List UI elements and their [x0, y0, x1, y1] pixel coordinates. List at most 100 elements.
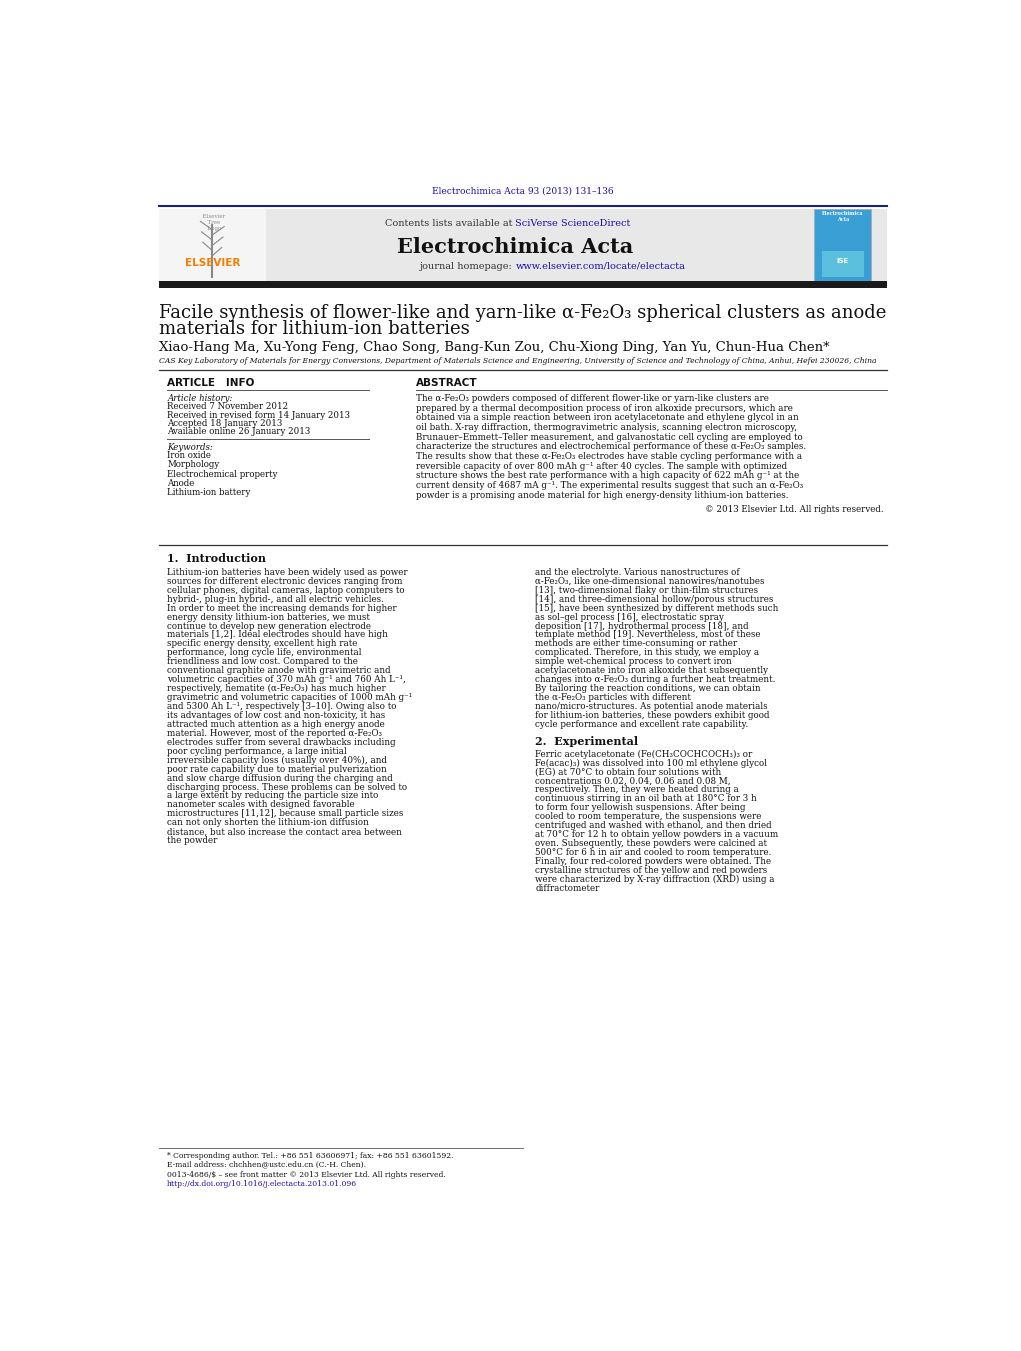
- Bar: [815, 209, 871, 282]
- Text: acetylacetonate into iron alkoxide that subsequently: acetylacetonate into iron alkoxide that …: [535, 666, 768, 676]
- Text: cellular phones, digital cameras, laptop computers to: cellular phones, digital cameras, laptop…: [167, 586, 404, 594]
- Bar: [159, 281, 887, 288]
- Text: (EG) at 70°C to obtain four solutions with: (EG) at 70°C to obtain four solutions wi…: [535, 767, 722, 777]
- Text: centrifuged and washed with ethanol, and then dried: centrifuged and washed with ethanol, and…: [535, 821, 772, 831]
- Text: http://dx.doi.org/10.1016/j.electacta.2013.01.096: http://dx.doi.org/10.1016/j.electacta.20…: [167, 1179, 357, 1188]
- Text: Brunauer–Emmett–Teller measurement, and galvanostatic cell cycling are employed : Brunauer–Emmett–Teller measurement, and …: [417, 432, 804, 442]
- Text: Electrochimica Acta 93 (2013) 131–136: Electrochimica Acta 93 (2013) 131–136: [433, 186, 614, 195]
- Text: Elsevier
  Tree
  Logo: Elsevier Tree Logo: [199, 213, 226, 231]
- Text: Iron oxide: Iron oxide: [167, 451, 211, 461]
- Text: oven. Subsequently, these powders were calcined at: oven. Subsequently, these powders were c…: [535, 839, 767, 848]
- Text: friendliness and low cost. Compared to the: friendliness and low cost. Compared to t…: [167, 658, 358, 666]
- Text: diffractometer: diffractometer: [535, 884, 599, 893]
- Text: irreversible capacity loss (usually over 40%), and: irreversible capacity loss (usually over…: [167, 755, 387, 765]
- Text: SciVerse ScienceDirect: SciVerse ScienceDirect: [516, 219, 631, 228]
- Text: Available online 26 January 2013: Available online 26 January 2013: [167, 427, 310, 436]
- Text: performance, long cycle life, environmental: performance, long cycle life, environmen…: [167, 648, 361, 658]
- Text: materials [1,2]. Ideal electrodes should have high: materials [1,2]. Ideal electrodes should…: [167, 631, 388, 639]
- Text: Anode: Anode: [167, 478, 195, 488]
- Text: Accepted 18 January 2013: Accepted 18 January 2013: [167, 419, 283, 428]
- Text: its advantages of low cost and non-toxicity, it has: its advantages of low cost and non-toxic…: [167, 711, 386, 720]
- Text: Article history:: Article history:: [167, 394, 233, 403]
- Text: ISE: ISE: [837, 258, 849, 263]
- Text: at 70°C for 12 h to obtain yellow powders in a vacuum: at 70°C for 12 h to obtain yellow powder…: [535, 830, 778, 839]
- Text: By tailoring the reaction conditions, we can obtain: By tailoring the reaction conditions, we…: [535, 684, 761, 693]
- Text: deposition [17], hydrothermal process [18], and: deposition [17], hydrothermal process [1…: [535, 621, 748, 631]
- Text: sources for different electronic devices ranging from: sources for different electronic devices…: [167, 577, 402, 586]
- Text: [15], have been synthesized by different methods such: [15], have been synthesized by different…: [535, 604, 778, 612]
- Text: cycle performance and excellent rate capability.: cycle performance and excellent rate cap…: [535, 720, 748, 730]
- Text: materials for lithium-ion batteries: materials for lithium-ion batteries: [159, 320, 470, 338]
- Text: CAS Key Laboratory of Materials for Energy Conversions, Department of Materials : CAS Key Laboratory of Materials for Ener…: [159, 357, 877, 365]
- Text: [14], and three-dimensional hollow/porous structures: [14], and three-dimensional hollow/porou…: [535, 594, 774, 604]
- Text: © 2013 Elsevier Ltd. All rights reserved.: © 2013 Elsevier Ltd. All rights reserved…: [704, 505, 883, 513]
- Text: 1.  Introduction: 1. Introduction: [167, 554, 266, 565]
- Text: www.elsevier.com/locate/electacta: www.elsevier.com/locate/electacta: [516, 262, 685, 272]
- Text: Lithium-ion battery: Lithium-ion battery: [167, 488, 250, 497]
- Text: ABSTRACT: ABSTRACT: [417, 378, 478, 389]
- Text: cooled to room temperature, the suspensions were: cooled to room temperature, the suspensi…: [535, 812, 762, 821]
- Text: structure shows the best rate performance with a high capacity of 622 mAh g⁻¹ at: structure shows the best rate performanc…: [417, 471, 799, 481]
- Text: oil bath. X-ray diffraction, thermogravimetric analysis, scanning electron micro: oil bath. X-ray diffraction, thermogravi…: [417, 423, 797, 432]
- Text: Acta: Acta: [837, 218, 849, 223]
- Text: Contents lists available at: Contents lists available at: [385, 219, 516, 228]
- Text: Fe(acac)₃) was dissolved into 100 ml ethylene glycol: Fe(acac)₃) was dissolved into 100 ml eth…: [535, 759, 767, 767]
- Text: a large extent by reducing the particle size into: a large extent by reducing the particle …: [167, 792, 379, 801]
- Text: crystalline structures of the yellow and red powders: crystalline structures of the yellow and…: [535, 866, 768, 875]
- Text: Morphology: Morphology: [167, 461, 220, 469]
- Text: Electrochemical property: Electrochemical property: [167, 470, 278, 478]
- Text: Keywords:: Keywords:: [167, 443, 213, 453]
- Text: prepared by a thermal decomposition process of iron alkoxide precursors, which a: prepared by a thermal decomposition proc…: [417, 404, 793, 413]
- Text: for lithium-ion batteries, these powders exhibit good: for lithium-ion batteries, these powders…: [535, 711, 770, 720]
- Text: ELSEVIER: ELSEVIER: [185, 258, 240, 269]
- Text: and the electrolyte. Various nanostructures of: and the electrolyte. Various nanostructu…: [535, 567, 740, 577]
- Text: the powder: the powder: [167, 836, 217, 846]
- Text: continuous stirring in an oil bath at 180°C for 3 h: continuous stirring in an oil bath at 18…: [535, 794, 757, 804]
- Text: discharging process. These problems can be solved to: discharging process. These problems can …: [167, 782, 407, 792]
- Text: complicated. Therefore, in this study, we employ a: complicated. Therefore, in this study, w…: [535, 648, 760, 658]
- Text: simple wet-chemical process to convert iron: simple wet-chemical process to convert i…: [535, 658, 732, 666]
- Text: were characterized by X-ray diffraction (XRD) using a: were characterized by X-ray diffraction …: [535, 875, 775, 884]
- Text: gravimetric and volumetric capacities of 1000 mAh g⁻¹: gravimetric and volumetric capacities of…: [167, 693, 412, 703]
- Text: Electrochimica: Electrochimica: [822, 211, 864, 216]
- Text: * Corresponding author. Tel.: +86 551 63606971; fax: +86 551 63601592.: * Corresponding author. Tel.: +86 551 63…: [167, 1152, 453, 1161]
- Text: poor rate capability due to material pulverization: poor rate capability due to material pul…: [167, 765, 387, 774]
- Text: and slow charge diffusion during the charging and: and slow charge diffusion during the cha…: [167, 774, 393, 782]
- Text: distance, but also increase the contact area between: distance, but also increase the contact …: [167, 827, 402, 836]
- Text: electrodes suffer from several drawbacks including: electrodes suffer from several drawbacks…: [167, 738, 396, 747]
- Text: The results show that these α-Fe₂O₃ electrodes have stable cycling performance w: The results show that these α-Fe₂O₃ elec…: [417, 453, 803, 461]
- Text: volumetric capacities of 370 mAh g⁻¹ and 760 Ah L⁻¹,: volumetric capacities of 370 mAh g⁻¹ and…: [167, 676, 406, 684]
- Text: 500°C for 6 h in air and cooled to room temperature.: 500°C for 6 h in air and cooled to room …: [535, 848, 772, 857]
- Text: conventional graphite anode with gravimetric and: conventional graphite anode with gravime…: [167, 666, 391, 676]
- Text: energy density lithium-ion batteries, we must: energy density lithium-ion batteries, we…: [167, 612, 370, 621]
- Text: 0013-4686/$ – see front matter © 2013 Elsevier Ltd. All rights reserved.: 0013-4686/$ – see front matter © 2013 El…: [167, 1171, 446, 1179]
- Text: In order to meet the increasing demands for higher: In order to meet the increasing demands …: [167, 604, 397, 612]
- Text: Facile synthesis of flower-like and yarn-like α-Fe₂O₃ spherical clusters as anod: Facile synthesis of flower-like and yarn…: [159, 304, 886, 322]
- Bar: [159, 209, 266, 282]
- Text: poor cycling performance, a large initial: poor cycling performance, a large initia…: [167, 747, 347, 755]
- Bar: [159, 209, 887, 282]
- Text: ARTICLE   INFO: ARTICLE INFO: [167, 378, 254, 389]
- Text: microstructures [11,12], because small particle sizes: microstructures [11,12], because small p…: [167, 809, 403, 819]
- Text: Received in revised form 14 January 2013: Received in revised form 14 January 2013: [167, 411, 350, 420]
- Text: The α-Fe₂O₃ powders composed of different flower-like or yarn-like clusters are: The α-Fe₂O₃ powders composed of differen…: [417, 394, 769, 403]
- Bar: [822, 250, 864, 277]
- Text: Finally, four red-colored powders were obtained. The: Finally, four red-colored powders were o…: [535, 857, 771, 866]
- Text: nanometer scales with designed favorable: nanometer scales with designed favorable: [167, 800, 355, 809]
- Text: E-mail address: chchhen@ustc.edu.cn (C.-H. Chen).: E-mail address: chchhen@ustc.edu.cn (C.-…: [167, 1161, 367, 1169]
- Text: nano/micro-structures. As potential anode materials: nano/micro-structures. As potential anod…: [535, 703, 768, 711]
- Text: Electrochimica Acta: Electrochimica Acta: [397, 236, 633, 257]
- Text: to form four yellowish suspensions. After being: to form four yellowish suspensions. Afte…: [535, 804, 745, 812]
- Text: obtained via a simple reaction between iron acetylacetonate and ethylene glycol : obtained via a simple reaction between i…: [417, 413, 799, 423]
- Text: characterize the structures and electrochemical performance of these α-Fe₂O₃ sam: characterize the structures and electroc…: [417, 443, 807, 451]
- Text: hybrid-, plug-in hybrid-, and all electric vehicles.: hybrid-, plug-in hybrid-, and all electr…: [167, 594, 384, 604]
- Text: changes into α-Fe₂O₃ during a further heat treatment.: changes into α-Fe₂O₃ during a further he…: [535, 676, 776, 684]
- Text: material. However, most of the reported α-Fe₂O₃: material. However, most of the reported …: [167, 728, 382, 738]
- Text: template method [19]. Nevertheless, most of these: template method [19]. Nevertheless, most…: [535, 631, 761, 639]
- Text: 2.  Experimental: 2. Experimental: [535, 736, 638, 747]
- Text: powder is a promising anode material for high energy-density lithium-ion batteri: powder is a promising anode material for…: [417, 490, 789, 500]
- Text: and 5300 Ah L⁻¹, respectively [3–10]. Owing also to: and 5300 Ah L⁻¹, respectively [3–10]. Ow…: [167, 703, 397, 711]
- Text: specific energy density, excellent high rate: specific energy density, excellent high …: [167, 639, 357, 648]
- Text: reversible capacity of over 800 mAh g⁻¹ after 40 cycles. The sample with optimiz: reversible capacity of over 800 mAh g⁻¹ …: [417, 462, 787, 470]
- Text: continue to develop new generation electrode: continue to develop new generation elect…: [167, 621, 372, 631]
